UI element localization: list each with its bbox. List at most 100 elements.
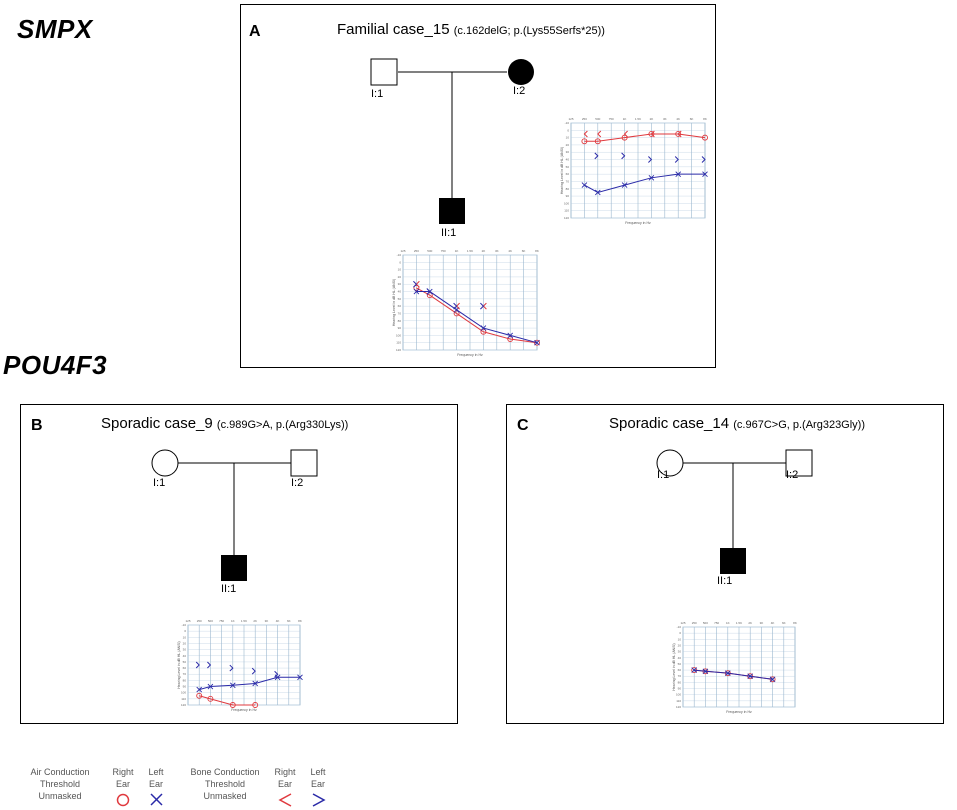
- y-tick-label: 100: [181, 691, 186, 695]
- y-tick-label: 0: [567, 128, 569, 132]
- panel-b: B Sporadic case_9 (c.989G>A, p.(Arg330Ly…: [20, 404, 458, 724]
- x-tick-label: 3K: [495, 249, 499, 253]
- x-tick-label: 1K: [726, 621, 730, 625]
- pedigree: [151, 449, 318, 581]
- legend-text: Air Conduction: [30, 767, 90, 777]
- audiogram: 125 250 500 750 1K 1.5K 2K 3K 4K 6K 8K -10 0 10 20 30 40…: [672, 621, 797, 714]
- y-tick-label: 0: [184, 629, 186, 633]
- x-tick-label: 1.5K: [635, 117, 641, 121]
- bone-right-marker: [677, 130, 682, 138]
- y-axis-label: Hearing Level in dB HL (ANSI): [392, 279, 396, 326]
- right-ear-air-marker: [581, 138, 588, 145]
- y-tick-label: 90: [678, 687, 682, 691]
- member-label: II:1: [221, 583, 237, 595]
- y-tick-label: 30: [183, 648, 187, 652]
- y-tick-label: -10: [397, 253, 402, 257]
- father-symbol: [290, 449, 318, 477]
- pedigree: [656, 449, 813, 574]
- panel-a: A Familial case_15 (c.162delG; p.(Lys55S…: [240, 4, 716, 368]
- x-tick-label: 750: [714, 621, 719, 625]
- x-tick-label: 6K: [522, 249, 526, 253]
- left-ear-air-marker: [297, 674, 303, 681]
- x-tick-label: 250: [692, 621, 697, 625]
- y-tick-label: 100: [396, 333, 401, 337]
- y-tick-label: 30: [678, 650, 682, 654]
- mother-symbol: [151, 449, 179, 477]
- mother-symbol: [656, 449, 684, 477]
- bone-left-marker: [453, 302, 458, 310]
- x-tick-label: 2K: [650, 117, 654, 121]
- y-tick-label: 50: [398, 297, 402, 301]
- x-tick-label: 1.5K: [467, 249, 473, 253]
- left-ear-air-marker: [747, 673, 754, 680]
- left-ear-air-marker: [675, 171, 682, 177]
- y-tick-label: 20: [678, 643, 682, 647]
- x-tick-label: 4K: [676, 117, 680, 121]
- x-tick-label: 3K: [265, 619, 269, 623]
- case-title: Sporadic case_9: [101, 415, 213, 432]
- left-ear-air-marker: [648, 174, 655, 181]
- x-tick-label: 3K: [760, 621, 764, 625]
- x-tick-label: 4K: [771, 621, 775, 625]
- x-tick-label: 125: [680, 621, 685, 625]
- y-tick-label: 50: [183, 660, 187, 664]
- proband-symbol-affected: [439, 198, 465, 224]
- case-title: Sporadic case_14: [609, 415, 730, 432]
- legend-text: Right: [274, 767, 296, 777]
- bone-left-marker: [274, 670, 279, 678]
- bone-left-marker: [674, 156, 679, 163]
- y-tick-label: 80: [566, 187, 570, 191]
- right-ear-air-marker: [252, 702, 259, 708]
- member-label: I:2: [291, 477, 304, 489]
- y-tick-label: -10: [677, 625, 682, 629]
- audiogram: 125 250 500 750 1K 1.5K 2K 3K 4K 6K 8K -10 0 10 20 30 40…: [392, 249, 540, 357]
- y-tick-label: 80: [398, 319, 402, 323]
- x-tick-label: 500: [703, 621, 708, 625]
- x-tick-label: 500: [427, 249, 432, 253]
- legend-bone-right-ear: Right Ear: [270, 766, 300, 790]
- panel-letter: C: [517, 417, 529, 434]
- variant-text: (c.967C>G, p.(Arg323Gly)): [733, 419, 866, 431]
- x-tick-label: 250: [582, 117, 587, 121]
- legend-text: Bone Conduction: [190, 767, 260, 777]
- gene-label-smpx: SMPX: [17, 14, 93, 44]
- y-axis-label: Hearing Level in dB HL (ANSI): [560, 147, 564, 194]
- x-tick-label: 1K: [231, 619, 235, 623]
- left-ear-air-marker: [724, 670, 731, 676]
- y-tick-label: 40: [398, 290, 402, 294]
- right-ear-air-marker: [207, 695, 214, 702]
- y-tick-label: 10: [183, 635, 187, 639]
- x-tick-label: 250: [197, 619, 202, 623]
- member-label: I:1: [657, 469, 670, 481]
- panel-letter: A: [249, 23, 261, 40]
- x-axis-label: Frequency in Hz: [625, 221, 651, 225]
- x-tick-label: 2K: [482, 249, 486, 253]
- right-ear-air-marker: [594, 138, 601, 145]
- right-ear-air-marker: [507, 336, 514, 342]
- left-ear-air-line: [416, 291, 538, 344]
- y-tick-label: 20: [566, 143, 570, 147]
- x-tick-label: 2K: [253, 619, 257, 623]
- bone-left-marker: [426, 288, 431, 295]
- audiogram: 125 250 500 750 1K 1.5K 2K 3K 4K 6K 8K -10 0 10 20 30 40…: [177, 619, 303, 712]
- bone-right-marker: [650, 130, 655, 138]
- bone-left-marker: [594, 152, 599, 160]
- father-symbol: [370, 58, 398, 86]
- y-tick-label: 110: [564, 209, 569, 213]
- x-tick-label: 1K: [623, 117, 627, 121]
- y-tick-label: 10: [678, 637, 682, 641]
- y-tick-label: 110: [396, 341, 401, 345]
- bone-left-marker: [701, 156, 706, 163]
- legend-text: Unmasked: [203, 791, 247, 801]
- legend-text: Ear: [148, 779, 163, 789]
- bone-left-marker: [229, 664, 234, 672]
- left-ear-air-marker: [621, 182, 628, 188]
- y-tick-label: 100: [676, 693, 681, 697]
- y-tick-label: 30: [398, 282, 402, 286]
- x-tick-label: 125: [400, 249, 405, 253]
- x-axis-label: Frequency in Hz: [457, 353, 483, 357]
- left-ear-air-marker: [196, 686, 203, 693]
- y-tick-label: 70: [678, 674, 682, 678]
- left-ear-air-marker: [507, 332, 514, 339]
- y-tick-label: 120: [564, 216, 569, 220]
